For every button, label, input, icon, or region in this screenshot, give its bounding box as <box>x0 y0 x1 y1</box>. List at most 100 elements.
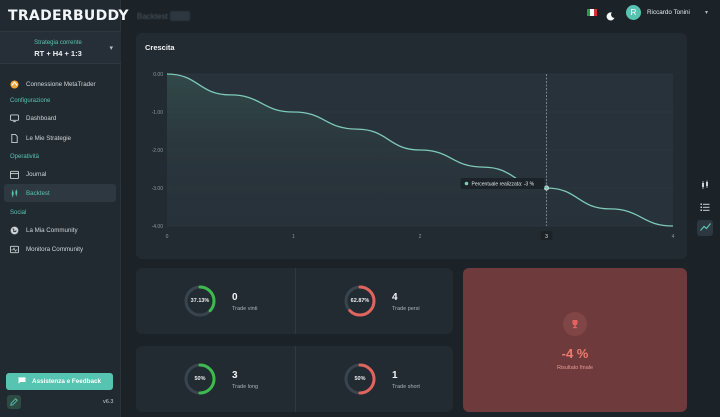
sidebar-item-strategie[interactable]: Le Mie Strategie <box>4 129 116 147</box>
short-trades-stat: 50% 1 Trade short <box>295 346 453 412</box>
lost-ring <box>344 285 376 317</box>
candlestick-view-button[interactable] <box>697 178 713 194</box>
assistance-feedback-label: Assistenza e Feedback <box>32 378 101 385</box>
candlestick-icon <box>700 177 710 195</box>
series-line <box>166 73 674 227</box>
long-label: Trade long <box>232 384 259 390</box>
short-ring <box>344 363 376 395</box>
ring-progress <box>344 363 376 395</box>
won-percentage: 37.13% <box>190 298 210 304</box>
lost-label: Trade persi <box>392 306 420 312</box>
x-tick-highlight <box>540 231 553 240</box>
short-label: Trade short <box>392 384 420 390</box>
list-view-button[interactable] <box>697 200 713 216</box>
sidebar-item-label: Le Mie Strategie <box>26 134 72 142</box>
tooltip-text: Percentuale realizzata: -3 % <box>472 182 535 188</box>
strategy-label: Strategia corrente <box>34 40 82 46</box>
strategy-selector[interactable]: Strategia corrente RT + H4 + 1:3 ▾ <box>0 31 121 64</box>
x-tick-label: 2 <box>419 234 422 240</box>
app-logo[interactable]: TRADERBUDDY <box>8 8 129 24</box>
candlestick-icon <box>10 188 19 198</box>
trend-line-icon <box>699 219 711 237</box>
italy-flag-icon[interactable] <box>587 9 597 16</box>
growth-chart-view-button[interactable] <box>697 220 713 236</box>
sidebar-item-label: Connessione MetaTrader <box>26 80 96 88</box>
section-operativita: Operatività <box>10 154 40 160</box>
calendar-icon <box>10 170 19 179</box>
y-tick-label: 0.00 <box>153 72 163 78</box>
sidebar-item-metatrader[interactable]: Connessione MetaTrader <box>4 75 116 93</box>
x-tick-label: 3 <box>545 234 548 240</box>
edit-button[interactable] <box>7 395 21 409</box>
y-tick-label: -4.00 <box>152 224 164 230</box>
sidebar-item-label: Dashboard <box>26 114 57 122</box>
long-short-card: 50% 3 Trade long 50% 1 Trade short <box>136 346 453 412</box>
long-count: 3 <box>232 370 238 381</box>
x-tick-label: 4 <box>672 234 675 240</box>
chevron-down-icon: ▾ <box>109 45 113 52</box>
sidebar-item-dashboard[interactable]: Dashboard <box>4 109 116 127</box>
sidebar-item-journal[interactable]: Journal <box>4 165 116 183</box>
section-social: Social <box>10 210 27 216</box>
sidebar: TRADERBUDDY Strategia corrente RT + H4 +… <box>0 0 129 417</box>
short-count: 1 <box>392 370 398 381</box>
long-percentage: 50% <box>194 376 206 382</box>
pencil-icon <box>10 393 18 411</box>
final-result-label: Risultato finale <box>556 365 594 371</box>
growth-chart-card: Crescita 0.00 -1.00 -2.00 -3.00 -4.00 0 1 2 3 4 Pe… <box>136 33 687 259</box>
list-icon <box>700 199 710 217</box>
sidebar-item-backtest[interactable]: Backtest <box>4 184 116 202</box>
ring-progress <box>344 285 376 317</box>
monitor-icon <box>10 113 19 123</box>
y-tick-label: -1.00 <box>152 110 164 116</box>
won-label: Trade vinti <box>232 306 258 312</box>
sidebar-item-label: La Mia Community <box>26 226 78 234</box>
sidebar-item-label: Journal <box>26 170 47 178</box>
ring-progress <box>184 363 216 395</box>
growth-chart[interactable]: 0.00 -1.00 -2.00 -3.00 -4.000 1 2 3 4 Percentuale… <box>136 33 687 259</box>
sidebar-item-community[interactable]: La Mia Community <box>4 221 116 239</box>
trophy-icon <box>563 312 587 336</box>
x-tick-label: 0 <box>166 234 169 240</box>
chat-icon <box>18 377 26 386</box>
page-title-badge <box>170 11 190 21</box>
tooltip-box <box>460 178 545 189</box>
long-trades-stat: 50% 3 Trade long <box>136 346 294 412</box>
y-tick-label: -2.00 <box>152 148 164 154</box>
final-result-value: -4 % <box>561 346 589 361</box>
app-version: v6.3 <box>103 399 114 405</box>
lost-trades-stat: 62.87% 4 Trade persi <box>295 268 453 334</box>
sidebar-item-monitora[interactable]: Monitora Community <box>4 240 116 258</box>
document-icon <box>10 133 19 143</box>
activity-monitor-icon <box>10 245 19 254</box>
globe-icon <box>10 226 19 235</box>
win-loss-card: 37.13% 0 Trade vinti 62.87% 4 Trade pers… <box>136 268 453 334</box>
long-ring <box>184 363 216 395</box>
chart-title: Crescita <box>145 43 175 52</box>
lost-count: 4 <box>392 292 398 303</box>
section-configurazione: Configurazione <box>10 98 51 104</box>
strategy-value: RT + H4 + 1:3 <box>34 49 82 58</box>
moon-icon[interactable] <box>606 8 615 21</box>
y-tick-label: -3.00 <box>152 186 164 192</box>
won-count: 0 <box>232 292 238 303</box>
x-tick-label: 1 <box>292 234 295 240</box>
ring-progress <box>184 285 216 317</box>
assistance-feedback-button[interactable]: Assistenza e Feedback <box>6 373 113 390</box>
logo-text-buddy: BUDDY <box>72 8 129 24</box>
hover-point <box>543 185 549 191</box>
logo-text-trader: TRADER <box>8 8 73 24</box>
user-name[interactable]: Riccardo Tonini <box>647 9 690 16</box>
lost-percentage: 62.87% <box>350 298 370 304</box>
metatrader-icon <box>10 79 19 89</box>
final-result-card: -4 % Risultato finale <box>463 268 687 412</box>
won-trades-stat: 37.13% 0 Trade vinti <box>136 268 294 334</box>
avatar[interactable]: R <box>626 5 641 20</box>
sidebar-item-label: Monitora Community <box>26 245 84 253</box>
tooltip-marker <box>464 181 469 186</box>
short-percentage: 50% <box>354 376 366 382</box>
won-ring <box>184 285 216 317</box>
chevron-down-icon[interactable]: ▾ <box>705 10 709 16</box>
page-title: Backtest <box>137 12 168 21</box>
sidebar-item-label: Backtest <box>26 189 50 197</box>
